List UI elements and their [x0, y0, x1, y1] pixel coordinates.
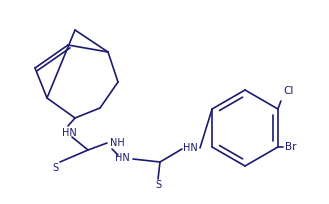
- Text: S: S: [52, 163, 58, 173]
- Text: HN: HN: [183, 143, 198, 153]
- Text: HN: HN: [115, 153, 130, 163]
- Text: Br: Br: [285, 142, 296, 152]
- Text: NH: NH: [110, 138, 125, 148]
- Text: HN: HN: [62, 128, 77, 138]
- Text: S: S: [155, 180, 161, 190]
- Text: Cl: Cl: [283, 86, 293, 96]
